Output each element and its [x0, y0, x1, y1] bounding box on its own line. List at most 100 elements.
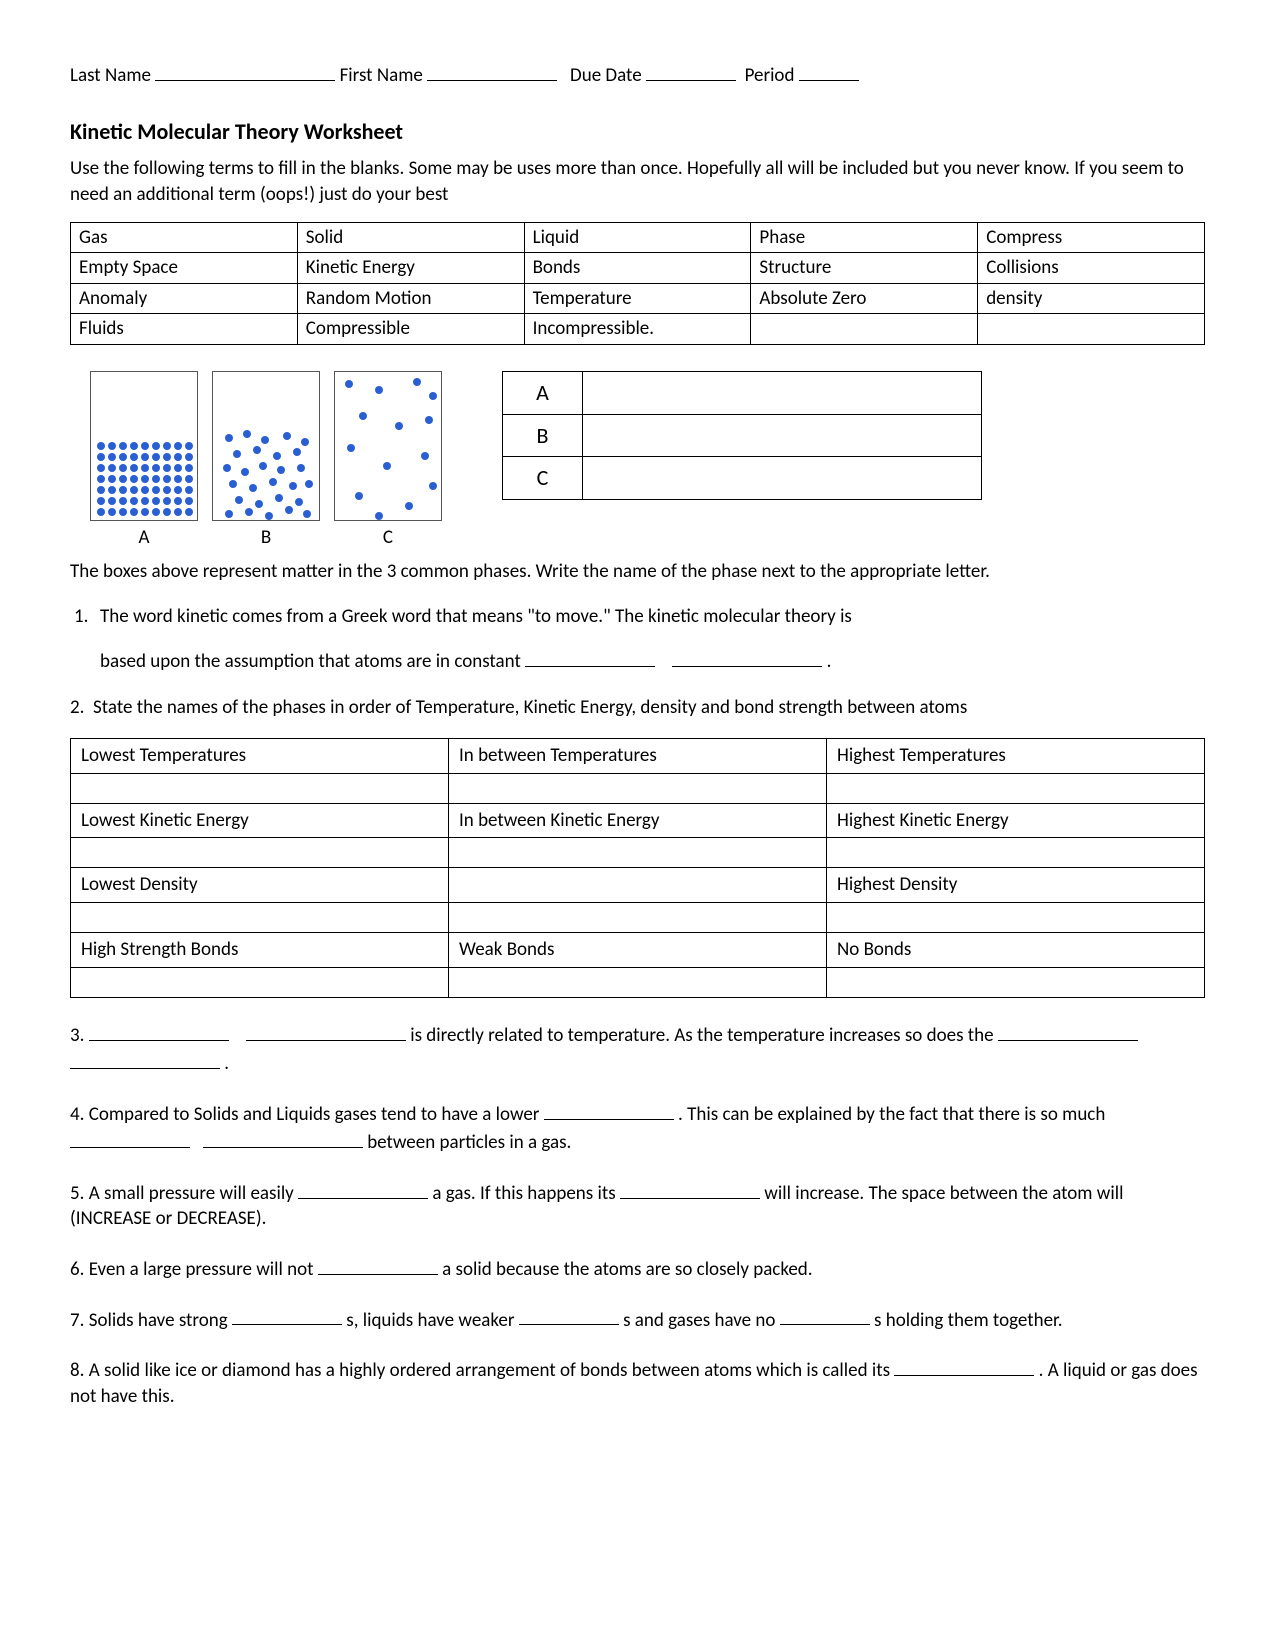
question-2: 2. State the names of the phases in orde…: [70, 695, 1205, 721]
phases-table-cell: In between Temperatures: [449, 739, 827, 774]
abc-cell-c: C: [503, 457, 583, 500]
abc-answer-a[interactable]: [583, 372, 982, 415]
q7-blank3[interactable]: [780, 1305, 870, 1326]
phases-table-cell[interactable]: [827, 967, 1205, 997]
q4-mid: . This can be explained by the fact that…: [678, 1103, 1105, 1126]
phase-label-b: B: [212, 525, 320, 551]
word-bank-cell: [978, 314, 1205, 345]
phases-table-cell[interactable]: [71, 838, 449, 868]
phases-table-cell[interactable]: [449, 773, 827, 803]
q4-blank1[interactable]: [544, 1099, 674, 1120]
q4-blank2[interactable]: [70, 1127, 190, 1148]
first-name-blank[interactable]: [427, 60, 557, 81]
word-bank-cell: Random Motion: [297, 283, 524, 314]
q3-blank3[interactable]: [998, 1020, 1138, 1041]
q6-pre: 6. Even a large pressure will not: [70, 1258, 318, 1281]
q5-pre: 5. A small pressure will easily: [70, 1182, 298, 1205]
word-bank-cell: Absolute Zero: [751, 283, 978, 314]
due-date-label: Due Date: [570, 64, 642, 87]
period-blank[interactable]: [799, 60, 859, 81]
phases-table-cell[interactable]: [449, 868, 827, 903]
phases-table-cell: Lowest Temperatures: [71, 739, 449, 774]
phases-table-cell: Lowest Kinetic Energy: [71, 803, 449, 838]
q7-pre: 7. Solids have strong: [70, 1308, 232, 1331]
phases-table-cell[interactable]: [449, 838, 827, 868]
word-bank-cell: Temperature: [524, 283, 751, 314]
q7-mid2: s and gases have no: [623, 1308, 775, 1331]
phase-diagrams: A B C: [90, 371, 442, 551]
phases-table-cell: In between Kinetic Energy: [449, 803, 827, 838]
q5-blank1[interactable]: [298, 1178, 428, 1199]
phases-table-cell[interactable]: [71, 773, 449, 803]
q2-text: State the names of the phases in order o…: [93, 696, 967, 719]
abc-cell-b: B: [503, 414, 583, 457]
q8-pre: 8. A solid like ice or diamond has a hig…: [70, 1359, 890, 1382]
phases-table-cell[interactable]: [449, 903, 827, 933]
q7-mid1: s, liquids have weaker: [346, 1308, 514, 1331]
word-bank-cell: Compressible: [297, 314, 524, 345]
word-bank-cell: density: [978, 283, 1205, 314]
phases-table-cell[interactable]: [71, 903, 449, 933]
phases-table-cell: No Bonds: [827, 933, 1205, 968]
word-bank-cell: Solid: [297, 222, 524, 253]
q1-line1: The word kinetic comes from a Greek word…: [100, 605, 852, 628]
q1-line2-pre: based upon the assumption that atoms are…: [100, 650, 525, 673]
question-5: 5. A small pressure will easily a gas. I…: [70, 1178, 1205, 1232]
q1-line2-post: .: [827, 650, 832, 673]
question-4: 4. Compared to Solids and Liquids gases …: [70, 1099, 1205, 1156]
word-bank-cell: [751, 314, 978, 345]
q3-mid: is directly related to temperature. As t…: [410, 1024, 998, 1047]
q6-blank1[interactable]: [318, 1254, 438, 1275]
q2-number: 2.: [70, 696, 84, 719]
q3-blank2[interactable]: [246, 1020, 406, 1041]
first-name-label: First Name: [340, 64, 423, 87]
word-bank-cell: Incompressible.: [524, 314, 751, 345]
word-bank-cell: Anomaly: [71, 283, 298, 314]
q5-mid1: a gas. If this happens its: [432, 1182, 620, 1205]
phases-table-cell: Highest Density: [827, 868, 1205, 903]
phase-box-gas: [334, 371, 442, 521]
phases-table-cell[interactable]: [827, 903, 1205, 933]
phases-table-cell[interactable]: [827, 838, 1205, 868]
word-bank-cell: Structure: [751, 253, 978, 284]
last-name-label: Last Name: [70, 64, 151, 87]
q5-blank2[interactable]: [620, 1178, 760, 1199]
q7-blank2[interactable]: [519, 1305, 619, 1326]
q4-blank3[interactable]: [203, 1127, 363, 1148]
question-1: 1.The word kinetic comes from a Greek wo…: [70, 604, 1205, 674]
q7-blank1[interactable]: [232, 1305, 342, 1326]
q1-blank1[interactable]: [525, 646, 655, 667]
phases-table-cell[interactable]: [71, 967, 449, 997]
phases-table: Lowest TemperaturesIn between Temperatur…: [70, 738, 1205, 998]
q7-post: s holding them together.: [874, 1308, 1063, 1331]
q4-post: between particles in a gas.: [367, 1131, 571, 1154]
word-bank-cell: Fluids: [71, 314, 298, 345]
phase-box-solid: [90, 371, 198, 521]
abc-answer-table: A B C: [502, 371, 982, 500]
q3-blank4[interactable]: [70, 1048, 220, 1069]
phase-label-a: A: [90, 525, 198, 551]
phases-table-cell: Lowest Density: [71, 868, 449, 903]
q8-blank1[interactable]: [894, 1355, 1034, 1376]
due-date-blank[interactable]: [646, 60, 736, 81]
phases-table-cell[interactable]: [827, 773, 1205, 803]
last-name-blank[interactable]: [155, 60, 335, 81]
word-bank-cell: Compress: [978, 222, 1205, 253]
phase-box-liquid: [212, 371, 320, 521]
q1-blank2[interactable]: [672, 646, 822, 667]
abc-cell-a: A: [503, 372, 583, 415]
phases-table-cell: Weak Bonds: [449, 933, 827, 968]
q3-blank1[interactable]: [89, 1020, 229, 1041]
phases-table-cell: Highest Temperatures: [827, 739, 1205, 774]
page-title: Kinetic Molecular Theory Worksheet: [70, 117, 1205, 147]
period-label: Period: [745, 64, 795, 87]
abc-answer-c[interactable]: [583, 457, 982, 500]
phases-table-cell[interactable]: [449, 967, 827, 997]
q3-post: .: [224, 1052, 229, 1075]
q4-pre: 4. Compared to Solids and Liquids gases …: [70, 1103, 544, 1126]
intro-text: Use the following terms to fill in the b…: [70, 156, 1205, 207]
abc-answer-b[interactable]: [583, 414, 982, 457]
word-bank-cell: Kinetic Energy: [297, 253, 524, 284]
phase-label-c: C: [334, 525, 442, 551]
question-8: 8. A solid like ice or diamond has a hig…: [70, 1355, 1205, 1409]
